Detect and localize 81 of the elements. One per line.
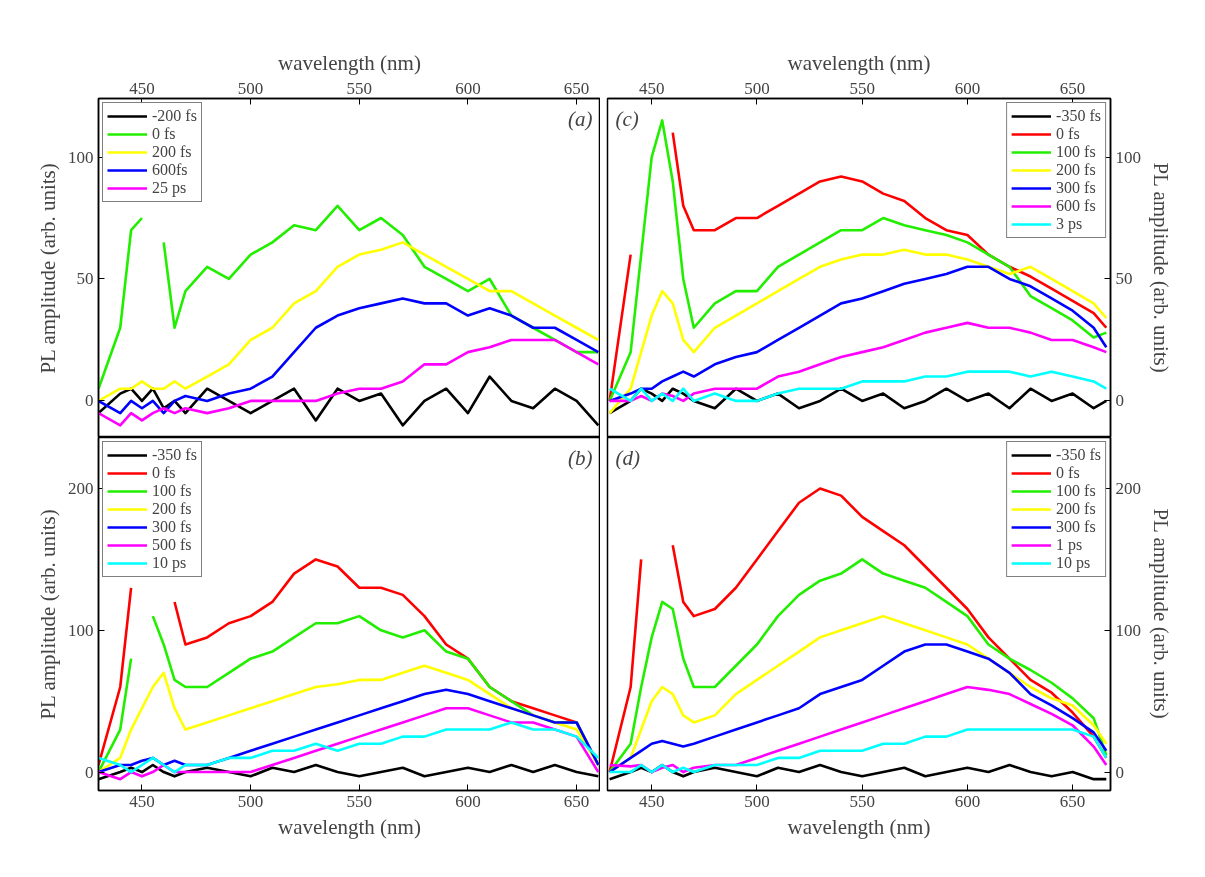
x-tick-label: 500 xyxy=(237,791,264,811)
x-tick-label: 650 xyxy=(563,78,590,98)
x-tick-label: 450 xyxy=(638,78,665,98)
x-tick-label: 450 xyxy=(129,791,155,811)
legend-label: 200 fs xyxy=(1056,500,1096,518)
legend-label: -200 fs xyxy=(152,107,197,125)
x-axis-title: wavelength (nm) xyxy=(787,50,931,75)
y-tick-label: 0 xyxy=(85,762,94,782)
legend-label: 500 fs xyxy=(152,536,192,554)
x-tick-label: 500 xyxy=(744,791,770,811)
legend-label: 100 fs xyxy=(1056,482,1096,500)
legend-label: 0 fs xyxy=(152,125,176,143)
y-tick-label: 100 xyxy=(68,620,94,640)
line-series xyxy=(98,241,600,403)
y2-tick-label: 200 xyxy=(1115,479,1141,499)
legend-label: 200 fs xyxy=(152,143,192,161)
legend-label: 10 ps xyxy=(1056,554,1091,572)
legend-label: 100 fs xyxy=(1056,143,1096,161)
x-tick-label: 450 xyxy=(129,78,155,98)
legend-label: 100 fs xyxy=(152,482,192,500)
line-series xyxy=(608,370,1108,403)
y-tick-label: 100 xyxy=(68,147,94,167)
annotation: (a) xyxy=(568,106,593,131)
x-tick-label: 600 xyxy=(954,78,981,98)
x-axis-title: wavelength (nm) xyxy=(278,50,421,75)
line-series xyxy=(608,558,1108,774)
legend-label: 300 fs xyxy=(1056,518,1096,536)
x-axis-title: wavelength (nm) xyxy=(787,814,931,839)
y2-tick-label: 100 xyxy=(1115,620,1141,640)
legend-label: -350 fs xyxy=(1056,107,1101,125)
y2-tick-label: 0 xyxy=(1115,391,1124,411)
x-tick-label: 450 xyxy=(638,791,665,811)
x-tick-label: 600 xyxy=(455,78,481,98)
x-tick-label: 500 xyxy=(237,78,264,98)
line-series xyxy=(608,265,1108,403)
annotation: (d) xyxy=(615,445,640,470)
x-tick-label: 550 xyxy=(346,78,373,98)
legend-label: 0 fs xyxy=(152,464,176,482)
y2-axis-title: PL amplitude (arb. units) xyxy=(1149,508,1173,719)
line-series xyxy=(608,643,1108,774)
y-tick-label: 50 xyxy=(76,269,94,289)
y2-tick-label: 100 xyxy=(1115,147,1141,167)
legend-label: 300 fs xyxy=(152,518,192,536)
line-series xyxy=(98,338,600,427)
legend-label: -350 fs xyxy=(1056,446,1101,464)
line-series xyxy=(608,321,1108,403)
x-tick-label: 650 xyxy=(1059,791,1086,811)
legend-label: 600fs xyxy=(152,161,188,179)
line-series xyxy=(608,728,1108,774)
x-tick-label: 600 xyxy=(954,791,981,811)
y-tick-label: 200 xyxy=(68,479,94,499)
legend-label: 600 fs xyxy=(1056,197,1096,215)
line-series xyxy=(98,297,600,415)
x-axis-title: wavelength (nm) xyxy=(278,814,421,839)
x-tick-label: 650 xyxy=(1059,78,1086,98)
annotation: (c) xyxy=(615,106,639,131)
x-tick-label: 650 xyxy=(563,791,590,811)
line-series xyxy=(608,248,1108,415)
legend-label: 0 fs xyxy=(1056,125,1080,143)
y2-tick-label: 50 xyxy=(1115,269,1133,289)
annotation: (b) xyxy=(568,445,593,470)
y-axis-title: PL amplitude (arb. units) xyxy=(36,163,60,374)
y2-tick-label: 0 xyxy=(1115,762,1124,782)
legend-label: -350 fs xyxy=(152,446,197,464)
y-axis-title: PL amplitude (arb. units) xyxy=(36,509,60,720)
legend-label: 200 fs xyxy=(1056,161,1096,179)
legend-label: 300 fs xyxy=(1056,179,1096,197)
x-tick-label: 500 xyxy=(744,78,770,98)
legend-label: 3 ps xyxy=(1056,215,1083,233)
legend-label: 10 ps xyxy=(152,554,187,572)
y-tick-label: 0 xyxy=(85,391,94,411)
x-tick-label: 600 xyxy=(455,791,481,811)
line-series xyxy=(98,721,600,774)
x-tick-label: 550 xyxy=(849,791,875,811)
y2-axis-title: PL amplitude (arb. units) xyxy=(1149,162,1173,373)
legend-label: 25 ps xyxy=(152,179,187,197)
x-tick-label: 550 xyxy=(849,78,875,98)
legend-label: 1 ps xyxy=(1056,536,1083,554)
x-tick-label: 550 xyxy=(346,791,373,811)
legend-label: 0 fs xyxy=(1056,464,1080,482)
legend-label: 200 fs xyxy=(152,500,192,518)
